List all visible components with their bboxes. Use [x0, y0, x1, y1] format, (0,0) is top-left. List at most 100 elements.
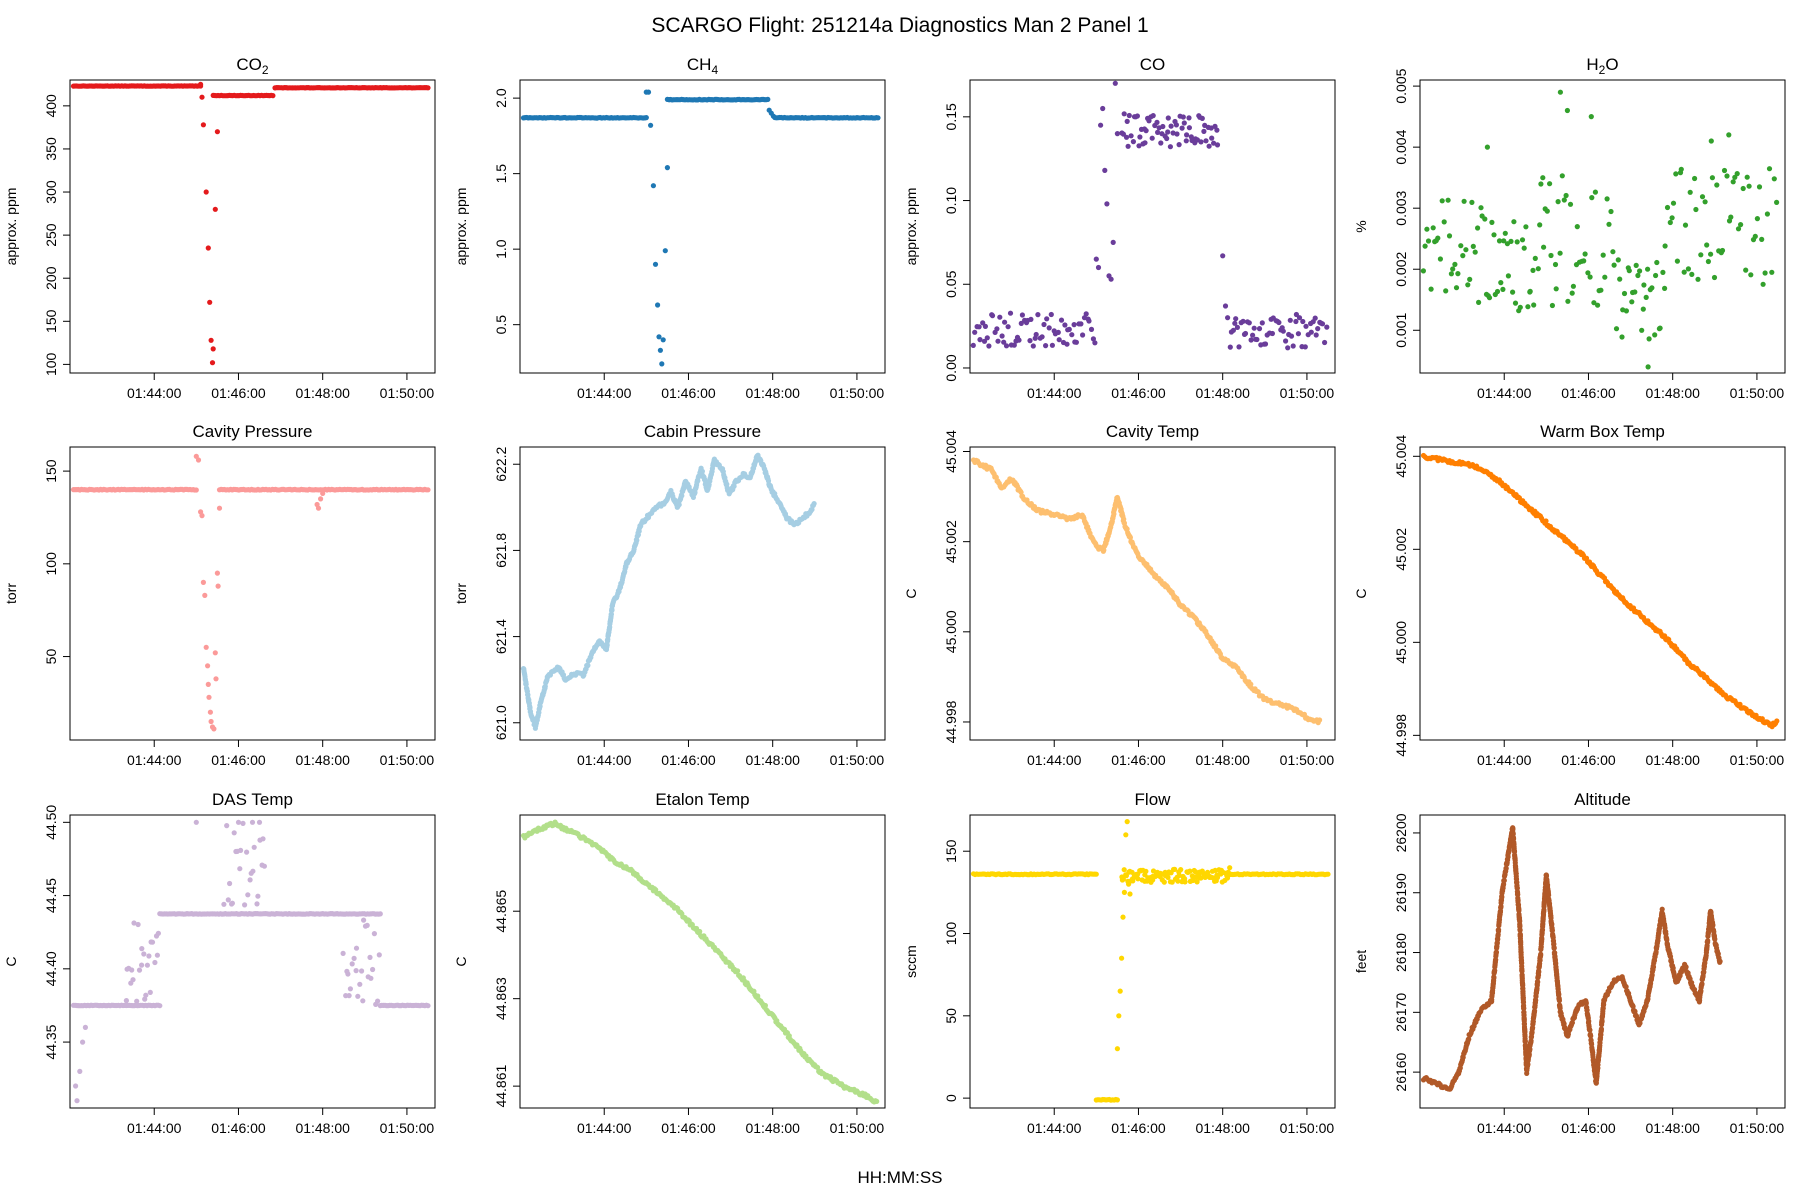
y-tick-label: 621.8	[493, 533, 509, 568]
data-point	[1201, 128, 1207, 134]
data-point	[1619, 334, 1625, 340]
data-point	[1635, 272, 1641, 279]
y-tick-label: 621.4	[493, 619, 509, 654]
x-tick-label: 01:46:00	[1561, 385, 1616, 401]
data-point	[255, 893, 261, 899]
data-point	[1016, 337, 1022, 343]
data-point	[659, 361, 665, 367]
data-point	[1535, 266, 1541, 272]
y-tick-label: 44.998	[1393, 714, 1409, 757]
data-point	[1181, 120, 1187, 126]
panel-title-main: Cavity Pressure	[193, 422, 313, 441]
panel-title-main: CO	[236, 55, 262, 74]
figure-title: SCARGO Flight: 251214a Diagnostics Man 2…	[651, 14, 1148, 37]
y-axis-label: C	[453, 956, 469, 966]
data-point	[994, 326, 1000, 332]
plot-frame	[1419, 814, 1786, 1109]
data-point	[238, 847, 244, 854]
x-tick-label: 01:44:00	[1027, 752, 1082, 768]
data-point	[1194, 879, 1200, 885]
data-points	[520, 452, 817, 731]
data-point	[1527, 288, 1533, 294]
data-point	[1570, 283, 1576, 289]
data-point	[1539, 936, 1545, 942]
data-point	[1123, 832, 1129, 838]
y-axis-label: torr	[453, 583, 469, 604]
data-point	[676, 502, 682, 508]
data-point	[147, 989, 153, 996]
data-point	[371, 931, 377, 937]
y-tick-label: 2.0	[493, 88, 509, 108]
data-point	[1537, 222, 1543, 228]
data-point	[1693, 206, 1699, 213]
data-point	[1532, 1008, 1538, 1014]
data-point	[1117, 988, 1123, 994]
data-point	[261, 863, 267, 869]
data-point	[206, 694, 212, 700]
data-point	[1233, 316, 1239, 322]
data-point	[1178, 867, 1184, 873]
data-point	[1476, 299, 1482, 305]
data-point	[1581, 258, 1587, 264]
x-tick-label: 01:46:00	[1561, 1120, 1616, 1136]
data-points	[970, 457, 1323, 726]
data-point	[134, 998, 140, 1004]
panel-title-main: CO	[1140, 55, 1166, 74]
data-point	[367, 954, 373, 961]
data-point	[666, 97, 673, 103]
data-point	[1092, 340, 1098, 346]
data-point	[1708, 251, 1714, 257]
data-point	[1128, 133, 1134, 139]
data-point	[1501, 877, 1507, 884]
data-point	[1443, 288, 1449, 294]
data-point	[1583, 1000, 1589, 1007]
x-tick-label: 01:46:00	[211, 1120, 266, 1136]
data-point	[376, 952, 382, 958]
data-point	[1234, 324, 1240, 330]
data-point	[237, 866, 243, 872]
x-tick-label: 01:46:00	[1561, 752, 1616, 768]
panel-title: Altitude	[1574, 790, 1631, 809]
data-point	[214, 570, 220, 576]
data-point	[353, 968, 359, 974]
panel-title-main: Altitude	[1574, 790, 1631, 809]
data-point	[970, 342, 976, 348]
x-tick-label: 01:46:00	[661, 1120, 716, 1136]
x-tick-label: 01:48:00	[745, 385, 800, 401]
data-point	[1458, 243, 1464, 249]
data-point	[1155, 129, 1161, 135]
data-point	[1256, 326, 1263, 332]
x-tick-label: 01:48:00	[745, 752, 800, 768]
data-point	[1766, 166, 1773, 172]
data-point	[1168, 123, 1174, 129]
data-points	[70, 453, 431, 732]
data-point	[1544, 208, 1550, 214]
data-point	[1683, 964, 1689, 970]
data-point	[74, 1098, 80, 1104]
data-point	[1073, 339, 1079, 345]
data-point	[1538, 181, 1544, 187]
data-point	[349, 961, 355, 967]
data-point	[645, 89, 652, 95]
x-tick-label: 01:50:00	[1280, 1120, 1335, 1136]
x-tick-label: 01:50:00	[1730, 752, 1785, 768]
data-point	[364, 922, 370, 929]
data-point	[1600, 252, 1606, 258]
data-point	[1251, 325, 1257, 331]
data-point	[981, 338, 988, 344]
data-point	[1552, 261, 1559, 268]
panel-title: Cavity Pressure	[193, 422, 313, 441]
data-point	[1547, 181, 1553, 187]
data-point	[1127, 534, 1133, 541]
data-point	[1774, 718, 1780, 724]
y-tick-label: 26180	[1393, 933, 1409, 972]
data-point	[1546, 892, 1552, 898]
data-point	[377, 911, 383, 917]
data-point	[1313, 332, 1319, 338]
data-point	[1428, 286, 1434, 292]
data-point	[1667, 219, 1673, 226]
data-point	[1203, 138, 1209, 144]
x-tick-label: 01:50:00	[1730, 385, 1785, 401]
data-point	[157, 1003, 163, 1009]
data-point	[1056, 337, 1062, 343]
